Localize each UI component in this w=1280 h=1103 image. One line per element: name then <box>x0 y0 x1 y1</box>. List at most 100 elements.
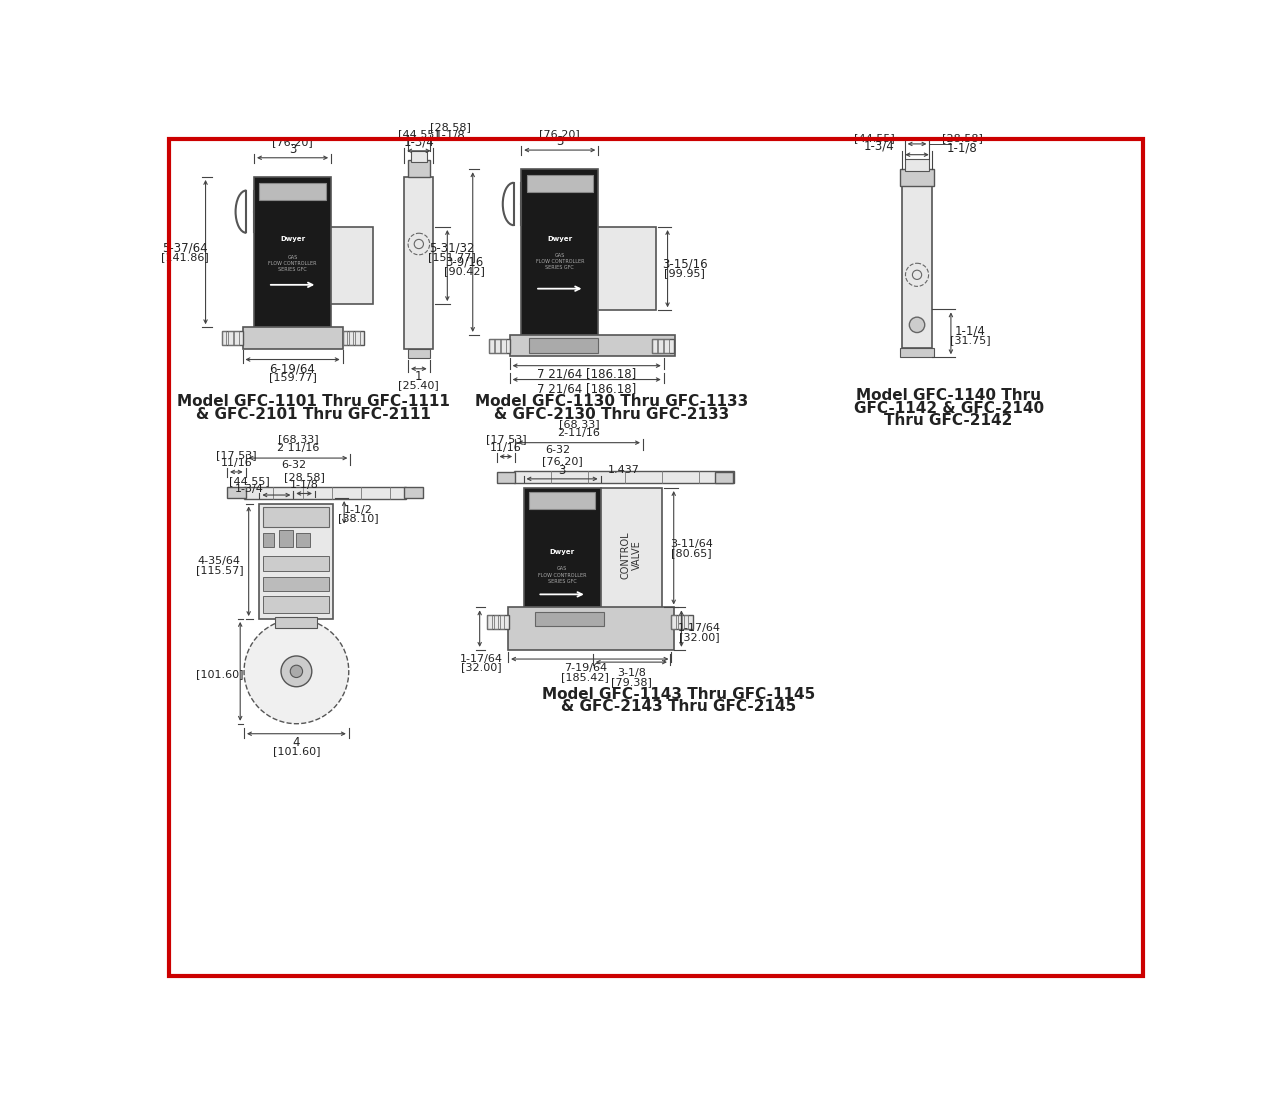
Bar <box>902 186 932 347</box>
Text: 1-3/4: 1-3/4 <box>403 135 434 148</box>
Text: 6-19/64: 6-19/64 <box>270 362 315 375</box>
Bar <box>227 488 246 499</box>
Bar <box>408 160 430 176</box>
Ellipse shape <box>543 231 577 247</box>
Text: Dwyer: Dwyer <box>549 549 575 555</box>
Bar <box>664 339 669 353</box>
Text: [38.10]: [38.10] <box>338 513 379 523</box>
Text: GAS: GAS <box>288 255 298 259</box>
Text: 4: 4 <box>293 737 300 749</box>
Bar <box>297 533 310 547</box>
Text: 7-19/64: 7-19/64 <box>563 663 607 673</box>
Bar <box>658 339 663 353</box>
Bar <box>495 339 499 353</box>
Text: [32.00]: [32.00] <box>461 663 502 673</box>
Text: & GFC-2101 Thru GFC-2111: & GFC-2101 Thru GFC-2111 <box>196 407 431 421</box>
Text: FLOW CONTROLLER: FLOW CONTROLLER <box>535 259 584 265</box>
Text: [76.20]: [76.20] <box>541 457 582 467</box>
Bar <box>508 608 673 650</box>
Text: [99.95]: [99.95] <box>664 268 705 278</box>
Bar <box>264 556 329 571</box>
Text: [17.53]: [17.53] <box>485 435 526 445</box>
Bar <box>900 347 934 357</box>
Text: 1: 1 <box>415 370 422 383</box>
Bar <box>332 227 374 304</box>
Text: 1-3/4: 1-3/4 <box>236 484 264 494</box>
Ellipse shape <box>545 544 580 560</box>
Text: Model GFC-1143 Thru GFC-1145: Model GFC-1143 Thru GFC-1145 <box>543 687 815 702</box>
Text: 11/16: 11/16 <box>490 443 522 453</box>
Text: [44.55]: [44.55] <box>398 129 439 139</box>
Text: Model GFC-1101 Thru GFC-1111: Model GFC-1101 Thru GFC-1111 <box>177 395 449 409</box>
Bar <box>348 331 353 345</box>
Bar <box>652 339 673 353</box>
Text: [151.77]: [151.77] <box>428 253 476 263</box>
Bar <box>529 492 595 508</box>
Text: SERIES GFC: SERIES GFC <box>545 266 575 270</box>
Bar <box>221 331 227 345</box>
Bar <box>598 227 657 310</box>
Bar <box>264 596 329 613</box>
Text: 4-35/64: 4-35/64 <box>198 556 241 566</box>
Text: Dwyer: Dwyer <box>280 236 305 242</box>
Bar <box>672 615 692 629</box>
Text: 2 11/16: 2 11/16 <box>276 443 319 453</box>
Text: Model GFC-1140 Thru: Model GFC-1140 Thru <box>856 388 1041 404</box>
Bar <box>652 339 657 353</box>
Text: [68.33]: [68.33] <box>278 435 319 445</box>
Text: [80.65]: [80.65] <box>671 548 712 558</box>
Text: 1-1/4: 1-1/4 <box>955 324 986 338</box>
Text: 1-1/8: 1-1/8 <box>435 128 466 141</box>
Text: [141.86]: [141.86] <box>161 253 209 263</box>
Bar <box>714 472 733 483</box>
Text: [32.00]: [32.00] <box>678 632 719 642</box>
Bar <box>343 331 347 345</box>
Text: CONTROL
VALVE: CONTROL VALVE <box>621 532 643 579</box>
Bar <box>264 533 274 547</box>
Text: [101.60]: [101.60] <box>196 670 243 679</box>
Text: 3: 3 <box>558 464 566 476</box>
Text: 6-32: 6-32 <box>282 460 307 470</box>
Text: 1.437: 1.437 <box>608 464 640 474</box>
Text: GAS: GAS <box>554 253 564 258</box>
Text: 7 21/64 [186.18]: 7 21/64 [186.18] <box>538 383 636 395</box>
Bar <box>343 331 365 345</box>
Bar <box>677 615 682 629</box>
Bar <box>672 615 676 629</box>
Bar <box>260 503 333 619</box>
Text: 1-3/4: 1-3/4 <box>864 140 895 152</box>
Text: 3-9/16: 3-9/16 <box>445 255 484 268</box>
Text: SERIES GFC: SERIES GFC <box>278 267 307 272</box>
Text: Model GFC-1130 Thru GFC-1133: Model GFC-1130 Thru GFC-1133 <box>475 395 748 409</box>
Ellipse shape <box>275 231 310 247</box>
Text: [17.53]: [17.53] <box>216 450 257 460</box>
Text: 1-17/64: 1-17/64 <box>677 623 721 633</box>
Circle shape <box>909 318 924 333</box>
Text: 3: 3 <box>289 142 296 156</box>
Text: [185.42]: [185.42] <box>561 673 609 683</box>
Text: 7 21/64 [186.18]: 7 21/64 [186.18] <box>538 367 636 381</box>
Text: [115.57]: [115.57] <box>196 565 243 575</box>
Bar <box>499 615 504 629</box>
Bar <box>515 471 733 483</box>
Bar <box>404 488 422 499</box>
Bar <box>905 159 929 171</box>
Text: [159.77]: [159.77] <box>269 372 316 383</box>
Text: 11/16: 11/16 <box>220 459 252 469</box>
Circle shape <box>244 619 348 724</box>
Bar <box>275 618 317 629</box>
Bar <box>355 331 360 345</box>
Text: [28.58]: [28.58] <box>430 122 471 132</box>
Bar <box>489 339 494 353</box>
Bar <box>600 489 662 623</box>
Circle shape <box>282 656 312 687</box>
Bar <box>411 151 426 162</box>
Bar <box>264 577 329 591</box>
Bar <box>684 615 689 629</box>
Text: [25.40]: [25.40] <box>398 379 439 390</box>
Bar <box>279 531 293 547</box>
Text: 3-11/64: 3-11/64 <box>669 539 713 549</box>
Text: 1-1/8: 1-1/8 <box>947 141 978 154</box>
Text: [90.42]: [90.42] <box>444 266 485 276</box>
Bar <box>524 489 600 608</box>
